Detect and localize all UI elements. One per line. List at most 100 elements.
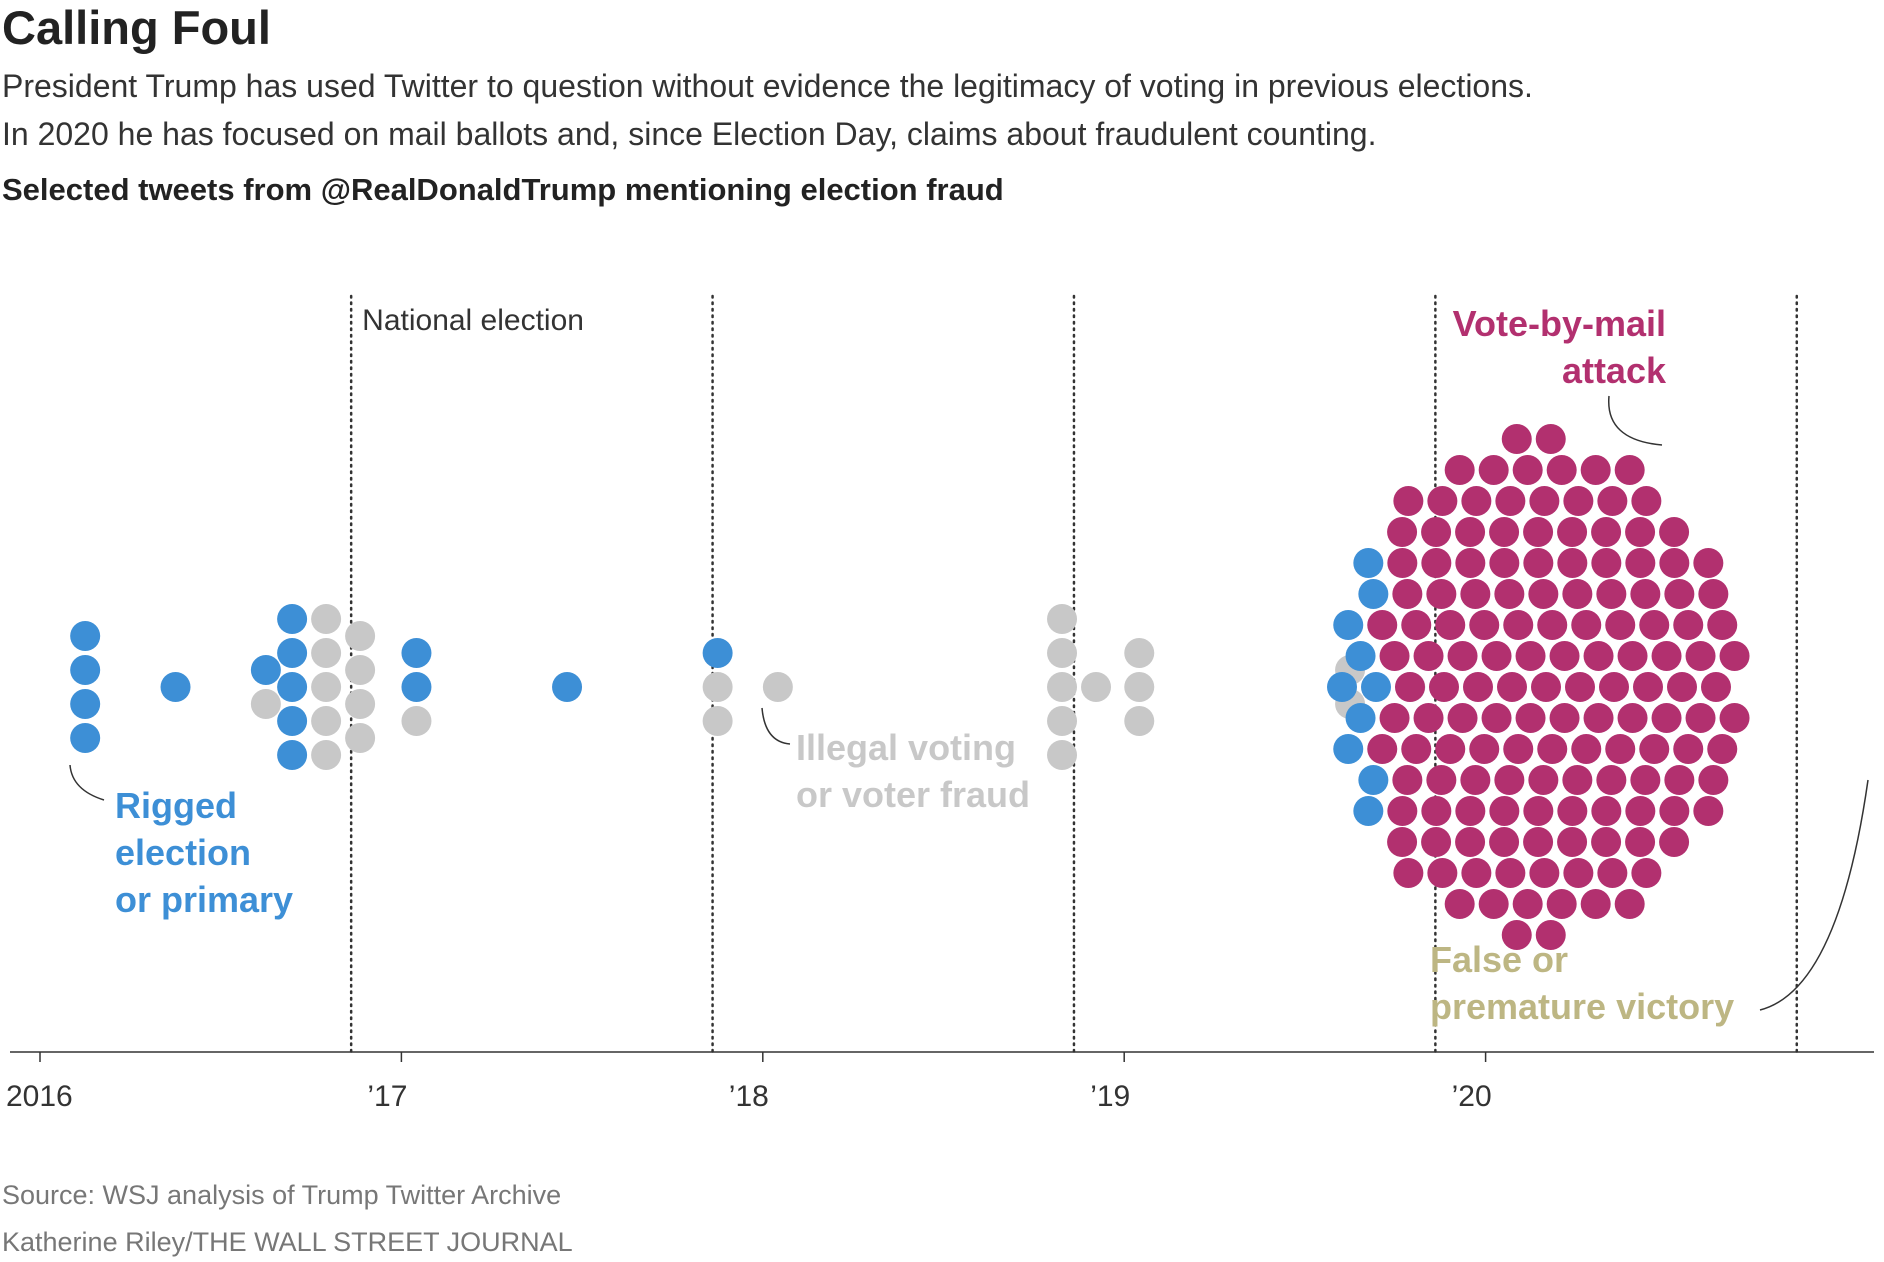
tweet-dot-mail-172 [1639,734,1670,764]
tweet-dot-mail-87 [1460,579,1491,609]
tweet-dot-mail-69 [1421,827,1452,857]
credit-note: Katherine Riley/THE WALL STREET JOURNAL [2,1227,573,1257]
category-label-victory-1: premature victory [1430,986,1734,1027]
source-note: Source: WSJ analysis of Trump Twitter Ar… [2,1180,562,1210]
category-label-mail-0: Vote-by-mail [1453,303,1666,344]
tweet-dot-illegal-36 [1124,672,1155,702]
tweet-dot-mail-62 [1393,858,1424,888]
tweet-dot-mail-102 [1494,579,1525,609]
tweet-dot-mail-117 [1523,548,1554,578]
tweet-dot-mail-112 [1512,889,1543,919]
tweet-dot-mail-119 [1528,579,1559,609]
tweet-dot-mail-189 [1698,765,1729,795]
tweet-dot-mail-95 [1478,889,1509,919]
tweet-dot-mail-85 [1455,548,1486,578]
subtitle-line-2: In 2020 he has focused on mail ballots a… [2,116,1377,152]
tweet-dot-mail-152 [1596,765,1627,795]
tweet-dot-mail-82 [1447,703,1478,733]
tweet-dot-mail-134 [1557,548,1588,578]
tweet-dot-mail-83 [1455,517,1486,547]
tweet-dot-rigged-43 [1333,734,1364,764]
tweet-dot-mail-60 [1392,765,1423,795]
tweet-dot-mail-89 [1461,486,1492,516]
category-label-rigged-0: Rigged [115,785,237,826]
tweet-dot-mail-154 [1597,858,1628,888]
tweet-dot-mail-81 [1447,641,1478,671]
tweet-dot-rigged-5 [250,655,281,685]
tweet-dot-mail-144 [1580,889,1611,919]
category-label-rigged-1: election [115,832,251,873]
tweet-dot-mail-104 [1495,486,1526,516]
tweet-dot-mail-155 [1599,672,1629,702]
tweet-dot-mail-110 [1503,734,1534,764]
tweet-dot-rigged-10 [277,706,308,736]
tweet-dot-mail-52 [1367,734,1398,764]
annotation-arrow-rigged [69,764,105,801]
tweet-dot-mail-151 [1596,579,1627,609]
tweet-dot-mail-107 [1501,424,1532,454]
tweet-dot-illegal-14 [311,672,342,702]
tweet-dot-mail-171 [1639,610,1670,640]
tweet-dot-mail-100 [1489,548,1520,578]
tweet-dot-mail-162 [1625,517,1656,547]
tweet-dot-mail-183 [1673,734,1704,764]
tweet-dot-mail-109 [1503,610,1534,640]
tweet-dot-mail-118 [1523,796,1554,826]
x-tick-label-2017: ’17 [367,1080,407,1113]
tweet-dot-mail-97 [1481,703,1512,733]
tweet-dot-mail-71 [1421,796,1452,826]
tweet-dot-mail-192 [1707,734,1738,764]
x-tick-label-2018: ’18 [729,1080,769,1113]
tweet-dot-mail-111 [1512,455,1543,485]
tweet-dot-mail-79 [1444,455,1475,485]
tweet-dot-rigged-48 [1358,579,1389,609]
tweet-dot-mail-169 [1631,858,1662,888]
category-label-illegal-0: Illegal voting [796,727,1016,768]
election-line-label: National election [362,304,584,337]
tweet-dot-rigged-4 [160,672,191,702]
tweet-dot-mail-66 [1413,641,1444,671]
tweet-dot-mail-138 [1563,486,1594,516]
tweet-dot-mail-67 [1413,703,1444,733]
tweet-dot-mail-121 [1529,486,1560,516]
tweet-dot-mail-124 [1535,424,1566,454]
tweet-dot-mail-165 [1625,796,1656,826]
x-tick-label-2020: ’20 [1452,1080,1492,1113]
tweet-dot-mail-181 [1667,672,1697,702]
tweet-dot-mail-160 [1617,641,1648,671]
tweet-dot-mail-72 [1426,579,1457,609]
category-label-victory-0: False or [1430,939,1568,980]
tweet-dot-rigged-46 [1353,548,1384,578]
tweet-dot-mail-185 [1685,703,1716,733]
annotation-arrow-mail [1608,395,1663,446]
tweet-dot-illegal-17 [345,621,376,651]
tweet-dot-mail-76 [1429,672,1459,702]
tweet-dot-illegal-27 [702,706,733,736]
tweet-dot-mail-179 [1664,579,1695,609]
tweet-dot-mail-159 [1614,889,1645,919]
tweet-dot-mail-98 [1489,517,1520,547]
tweet-dot-mail-187 [1693,796,1724,826]
tweet-dot-illegal-18 [345,655,376,685]
tweet-dot-rigged-50 [1361,672,1391,702]
tweet-dot-illegal-32 [1047,706,1078,736]
tweet-dot-rigged-21 [401,638,432,668]
tweet-dot-mail-186 [1693,548,1724,578]
tweet-dot-mail-116 [1523,827,1554,857]
tweet-dot-mail-170 [1633,672,1663,702]
tweet-dot-mail-94 [1478,455,1509,485]
tweet-dot-mail-161 [1617,703,1648,733]
tweet-dot-mail-126 [1537,610,1568,640]
tweet-dot-mail-113 [1515,641,1546,671]
tweet-dot-illegal-37 [1124,706,1155,736]
tweet-dot-mail-175 [1659,517,1690,547]
tweet-dot-mail-131 [1549,703,1580,733]
tweet-dot-mail-78 [1435,734,1466,764]
tweet-dot-mail-120 [1528,765,1559,795]
tweet-dot-rigged-2 [70,689,101,719]
tweet-dot-mail-150 [1591,796,1622,826]
tweet-dot-mail-75 [1427,858,1458,888]
tweet-dot-mail-105 [1495,858,1526,888]
tweet-dot-mail-114 [1515,703,1546,733]
subtitle-line-1: President Trump has used Twitter to ques… [2,68,1533,104]
